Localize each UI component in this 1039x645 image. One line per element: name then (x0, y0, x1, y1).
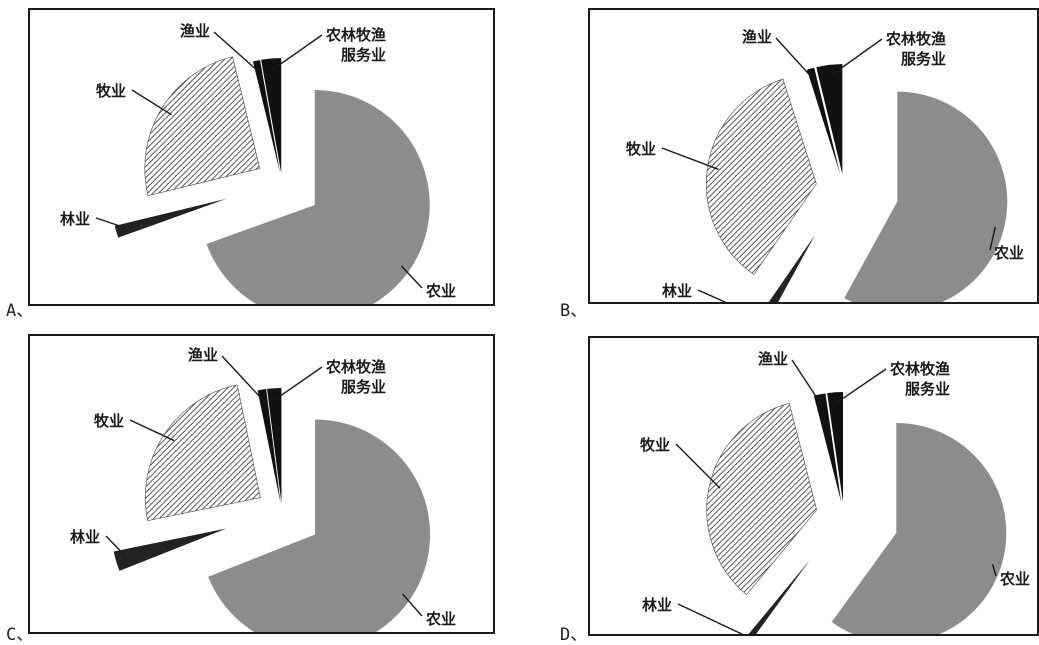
slice-livestock (706, 78, 817, 275)
leader-agriculture (989, 226, 996, 251)
slice-agriculture (844, 91, 1008, 302)
slice-service (261, 58, 282, 174)
slice-fishery (252, 59, 281, 174)
label-livestock: 牧业 (640, 436, 670, 454)
slice-livestock (145, 384, 261, 521)
label-forestry: 林业 (70, 528, 100, 546)
leader-fishery (791, 359, 823, 406)
slice-fishery (257, 389, 281, 504)
slice-livestock (144, 56, 261, 197)
leader-agriculture (400, 265, 423, 289)
option-d-label: D、 (560, 625, 588, 645)
leader-fishery (213, 31, 260, 73)
leader-service (830, 38, 883, 77)
chart-a-frame: 农业 林业 牧业 渔业 农林牧渔服务业 (28, 8, 495, 306)
label-agriculture: 农业 (425, 282, 456, 300)
label-forestry: 林业 (60, 210, 90, 228)
leader-forestry (677, 603, 744, 634)
slice-agriculture (206, 90, 430, 304)
slice-fishery (813, 393, 842, 503)
option-a-label: A、 (6, 301, 34, 321)
label-fishery: 渔业 (188, 346, 218, 364)
slice-service (816, 64, 843, 175)
label-fishery: 渔业 (758, 350, 788, 368)
chart-b-frame: 农业林业 牧业 渔业 农林牧渔服务业 (588, 8, 1039, 304)
label-service-line2: 服务业 (341, 378, 386, 396)
slice-livestock (706, 402, 818, 596)
label-forestry: 林业 (662, 282, 692, 300)
label-service-line2: 服务业 (341, 46, 386, 64)
label-livestock: 牧业 (94, 412, 124, 430)
label-service-line2: 服务业 (901, 50, 946, 68)
leader-forestry (697, 289, 727, 302)
slice-fishery (806, 67, 841, 175)
slice-agriculture (208, 419, 431, 632)
label-livestock: 牧业 (96, 82, 126, 100)
leader-livestock (129, 419, 175, 442)
chart-d-frame: 农业林业 牧业 渔业农林牧渔服务业 (588, 336, 1039, 636)
label-service-line1: 农林牧渔 (325, 26, 386, 44)
slice-service (267, 388, 282, 504)
label-forestry: 林业 (642, 596, 672, 614)
leader-livestock (131, 89, 172, 116)
leader-service (835, 368, 887, 404)
option-c-label: C、 (6, 625, 34, 645)
label-service-line1: 农林牧渔 (885, 30, 946, 48)
leader-service (271, 34, 323, 71)
label-agriculture: 农业 (999, 570, 1030, 588)
slice-agriculture (831, 422, 1007, 634)
leader-fishery (775, 37, 815, 80)
slice-forestry (748, 559, 811, 634)
slice-forestry (114, 198, 227, 238)
label-fishery: 渔业 (180, 22, 210, 40)
leader-agriculture (991, 564, 997, 577)
label-service-line2: 服务业 (905, 380, 950, 398)
label-agriculture: 农业 (425, 610, 456, 628)
label-livestock: 牧业 (626, 140, 656, 158)
leader-service (274, 366, 323, 401)
label-fishery: 渔业 (742, 28, 772, 46)
leader-fishery (221, 355, 265, 402)
label-agriculture: 农业 (993, 244, 1024, 262)
leader-forestry (95, 217, 128, 230)
leader-livestock (661, 147, 719, 170)
leader-forestry (105, 535, 128, 559)
slice-service (827, 392, 843, 503)
label-service-line1: 农林牧渔 (889, 360, 950, 378)
option-b-label: B、 (560, 301, 588, 321)
chart-c-frame: 农业 林业 牧业 渔业农林牧渔服务业 (28, 334, 495, 634)
leader-agriculture (402, 593, 423, 617)
slice-forestry (113, 528, 227, 571)
label-service-line1: 农林牧渔 (325, 358, 386, 376)
leader-livestock (675, 443, 721, 489)
